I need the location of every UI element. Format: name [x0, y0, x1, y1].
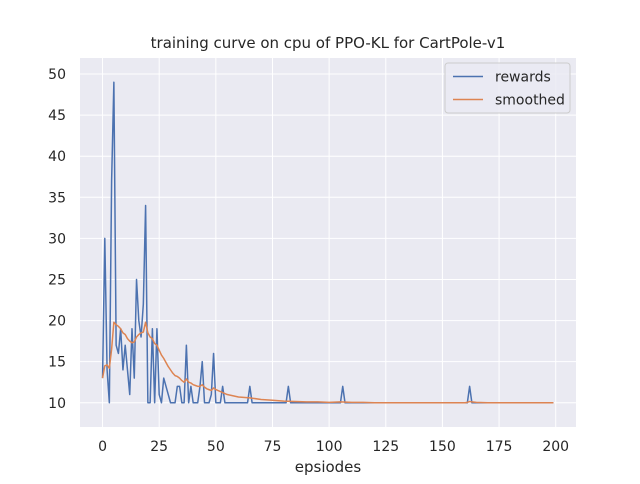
grid-lines: [80, 58, 576, 427]
legend: rewards smoothed: [444, 62, 571, 114]
x-axis-title: epsiodes: [295, 458, 362, 476]
legend-label-smoothed: smoothed: [495, 93, 565, 109]
x-tick-label: 200: [542, 439, 569, 455]
y-tick-label: 35: [48, 190, 66, 206]
y-tick-label: 45: [48, 108, 66, 124]
x-tick-label: 150: [429, 439, 456, 455]
plot-area: [80, 58, 576, 427]
x-tick-label: 175: [486, 439, 513, 455]
y-tick-label: 25: [48, 272, 66, 288]
y-tick-label: 30: [48, 231, 66, 247]
x-tick-labels: 0 25 50 75 100 125 150 175 200: [98, 439, 569, 455]
legend-label-rewards: rewards: [495, 70, 551, 86]
y-tick-label: 10: [48, 396, 66, 412]
y-tick-labels: 10 15 20 25 30 35 40 45 50: [48, 67, 66, 412]
y-tick-label: 40: [48, 149, 66, 165]
x-tick-label: 125: [372, 439, 399, 455]
x-tick-label: 0: [98, 439, 107, 455]
x-tick-label: 75: [264, 439, 282, 455]
series-line-smoothed: [101, 321, 554, 404]
x-tick-label: 100: [316, 439, 343, 455]
y-tick-label: 50: [48, 67, 66, 83]
x-tick-label: 50: [207, 439, 225, 455]
x-tick-label: 25: [150, 439, 168, 455]
legend-box: [444, 62, 571, 114]
chart-title: training curve on cpu of PPO-KL for Cart…: [151, 34, 506, 52]
series-lines: [101, 81, 554, 404]
y-tick-label: 15: [48, 355, 66, 371]
y-tick-label: 20: [48, 314, 66, 330]
